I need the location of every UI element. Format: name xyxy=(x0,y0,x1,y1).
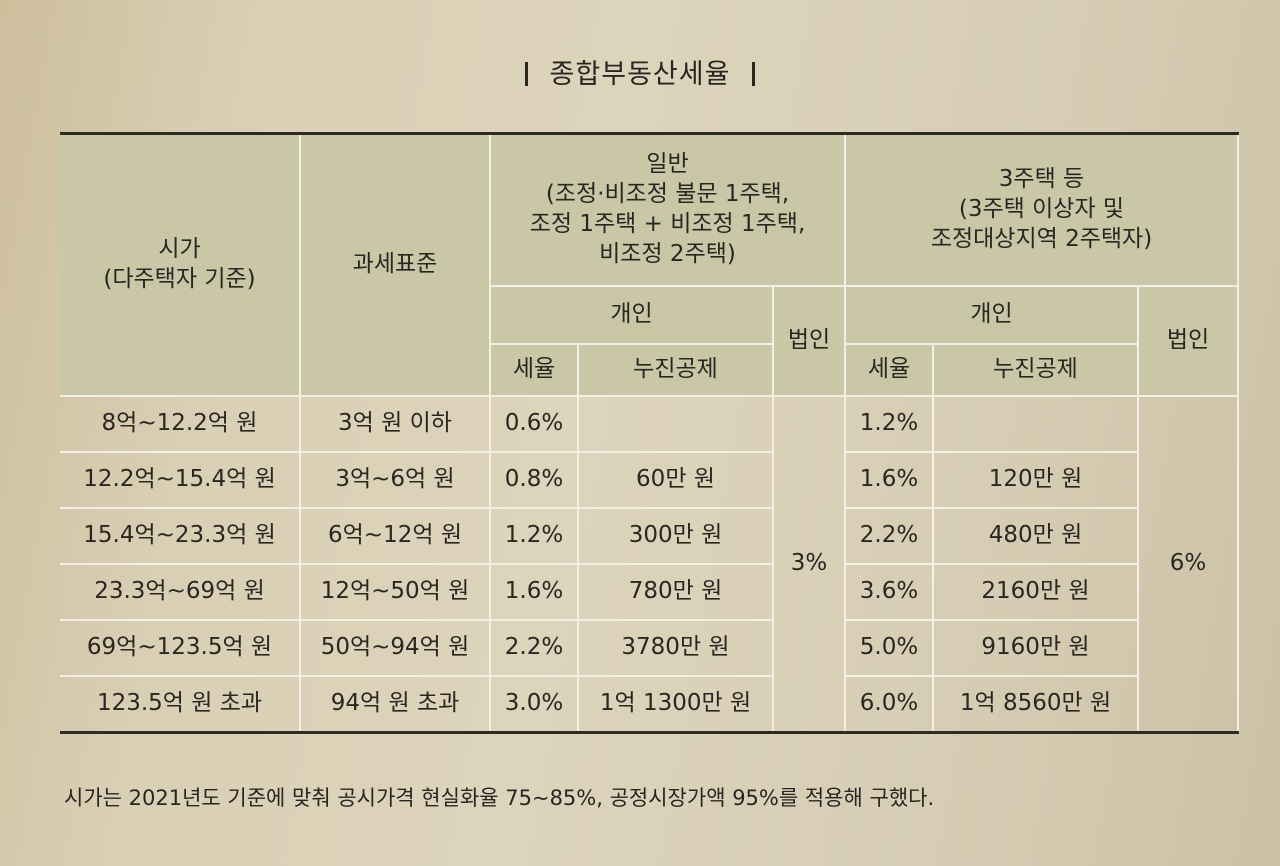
cell-market-price: 8억~12.2억 원 xyxy=(60,395,301,453)
cell-three-rate: 1.2% xyxy=(844,395,934,453)
header-individual-general: 개인 xyxy=(490,285,774,345)
table-row: 15.4억~23.3억 원 6억~12억 원 1.2% 300만 원 2.2% … xyxy=(60,507,1238,565)
cell-tax-base: 6억~12억 원 xyxy=(299,507,491,565)
cell-three-deduction: 120만 원 xyxy=(932,451,1139,509)
header-corporate-general: 법인 xyxy=(772,285,846,397)
cell-tax-base: 3억~6억 원 xyxy=(299,451,491,509)
title-right-bar xyxy=(752,62,756,86)
cell-general-rate: 1.6% xyxy=(489,563,579,621)
header-rate-three: 세율 xyxy=(844,343,934,397)
cell-three-deduction: 1억 8560만 원 xyxy=(932,675,1139,734)
table-row: 69억~123.5억 원 50억~94억 원 2.2% 3780만 원 5.0%… xyxy=(60,619,1238,677)
title-left-bar xyxy=(524,62,528,86)
cell-three-rate: 5.0% xyxy=(844,619,934,677)
cell-three-rate: 1.6% xyxy=(844,451,934,509)
cell-three-deduction: 2160만 원 xyxy=(932,563,1139,621)
header-deduction-general: 누진공제 xyxy=(577,343,774,397)
cell-tax-base: 3억 원 이하 xyxy=(299,395,491,453)
cell-tax-base: 94억 원 초과 xyxy=(299,675,491,734)
table-row: 123.5억 원 초과 94억 원 초과 3.0% 1억 1300만 원 6.0… xyxy=(60,675,1238,734)
cell-general-rate: 0.8% xyxy=(489,451,579,509)
cell-tax-base: 12억~50억 원 xyxy=(299,563,491,621)
cell-three-rate: 3.6% xyxy=(844,563,934,621)
cell-three-rate: 2.2% xyxy=(844,507,934,565)
cell-corporate-three-rate: 6% xyxy=(1137,395,1239,734)
header-market-price: 시가 (다주택자 기준) xyxy=(60,132,301,397)
cell-general-rate: 1.2% xyxy=(489,507,579,565)
cell-general-deduction xyxy=(577,395,774,453)
cell-general-deduction: 780만 원 xyxy=(577,563,774,621)
cell-three-rate: 6.0% xyxy=(844,675,934,734)
cell-three-deduction: 480만 원 xyxy=(932,507,1139,565)
cell-general-rate: 0.6% xyxy=(489,395,579,453)
cell-corporate-general-rate: 3% xyxy=(772,395,846,734)
header-individual-three: 개인 xyxy=(844,285,1139,345)
tax-rate-table: 시가 (다주택자 기준) 과세표준 일반 (조정·비조정 불문 1주택, 조정 1주택… xyxy=(60,132,1239,734)
cell-general-deduction: 3780만 원 xyxy=(577,619,774,677)
cell-general-rate: 3.0% xyxy=(489,675,579,734)
cell-market-price: 15.4억~23.3억 원 xyxy=(60,507,301,565)
table-row: 12.2억~15.4억 원 3억~6억 원 0.8% 60만 원 1.6% 12… xyxy=(60,451,1238,509)
header-rate-general: 세율 xyxy=(490,343,579,397)
cell-general-deduction: 1억 1300만 원 xyxy=(577,675,774,734)
cell-market-price: 23.3억~69억 원 xyxy=(60,563,301,621)
cell-general-deduction: 300만 원 xyxy=(577,507,774,565)
footnote: 시가는 2021년도 기준에 맞춰 공시가격 현실화율 75~85%, 공정시장… xyxy=(64,786,935,810)
header-three-homes: 3주택 등 (3주택 이상자 및 조정대상지역 2주택자) xyxy=(844,132,1239,287)
header-deduction-three: 누진공제 xyxy=(932,343,1139,397)
page-title: 종합부동산세율 xyxy=(0,52,1280,91)
cell-market-price: 123.5억 원 초과 xyxy=(60,675,301,734)
cell-three-deduction xyxy=(932,395,1139,453)
cell-market-price: 12.2억~15.4억 원 xyxy=(60,451,301,509)
cell-tax-base: 50억~94억 원 xyxy=(299,619,491,677)
table-row: 23.3억~69억 원 12억~50억 원 1.6% 780만 원 3.6% 2… xyxy=(60,563,1238,621)
cell-market-price: 69억~123.5억 원 xyxy=(60,619,301,677)
table-row: 8억~12.2억 원 3억 원 이하 0.6% 3% 1.2% 6% xyxy=(60,395,1239,734)
header-general: 일반 (조정·비조정 불문 1주택, 조정 1주택 + 비조정 1주택, 비조정 2주… xyxy=(489,132,846,287)
cell-general-rate: 2.2% xyxy=(489,619,579,677)
header-tax-base: 과세표준 xyxy=(299,132,491,397)
header-corporate-three: 법인 xyxy=(1137,285,1239,397)
cell-three-deduction: 9160만 원 xyxy=(932,619,1139,677)
cell-general-deduction: 60만 원 xyxy=(577,451,774,509)
title-text: 종합부동산세율 xyxy=(549,59,731,90)
